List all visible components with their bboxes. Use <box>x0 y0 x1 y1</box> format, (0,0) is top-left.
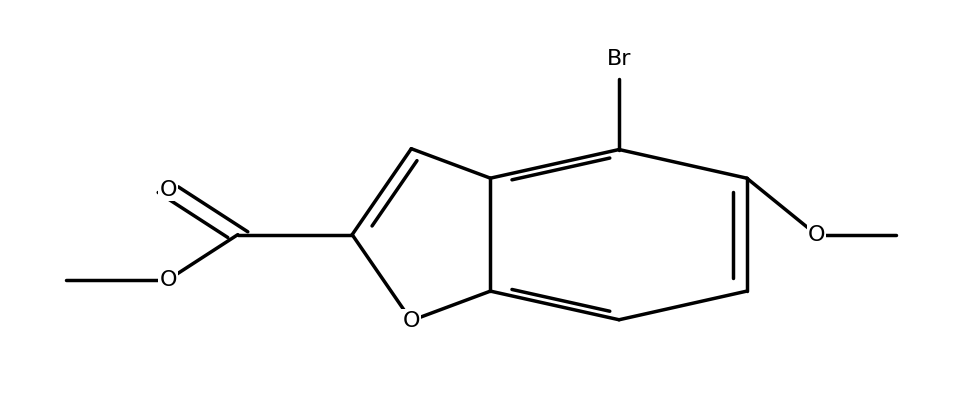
Text: O: O <box>402 311 420 330</box>
Text: O: O <box>808 225 825 245</box>
Text: O: O <box>160 270 177 290</box>
Text: O: O <box>160 180 177 200</box>
Text: Br: Br <box>607 49 631 69</box>
